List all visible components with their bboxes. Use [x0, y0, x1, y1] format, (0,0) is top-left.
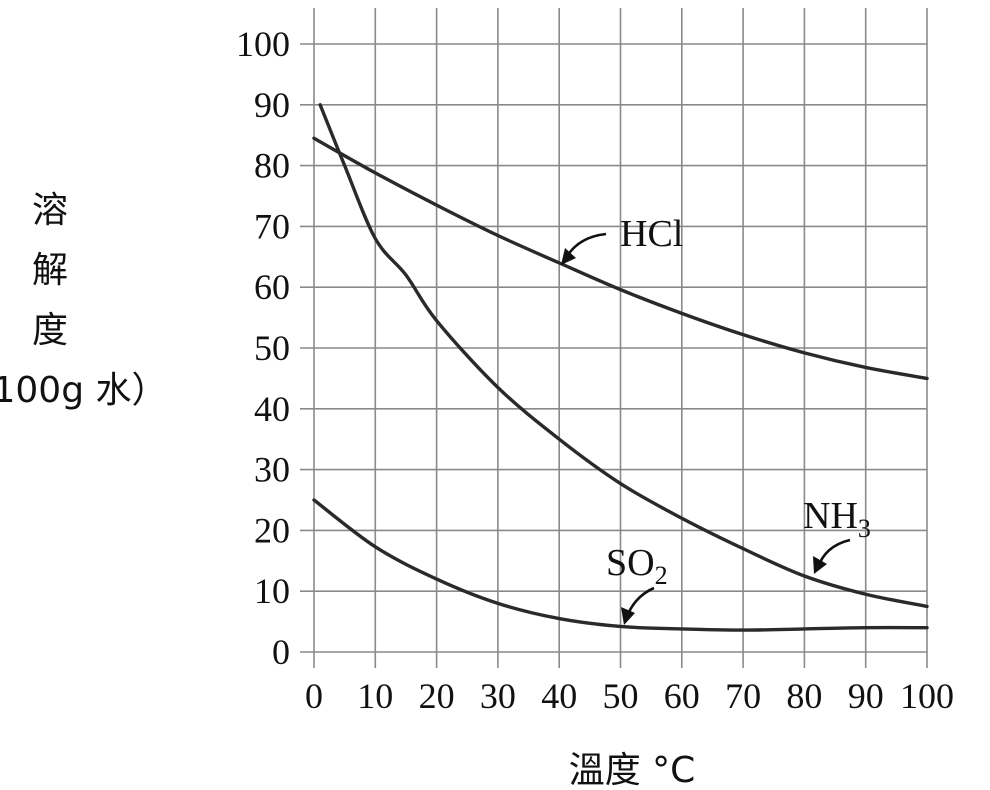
y-tick-label-30: 30: [254, 450, 290, 490]
y-tick-label-90: 90: [254, 85, 290, 125]
y-axis-unit: 100g 水）: [0, 370, 168, 411]
y-axis-title-char-1: 溶: [32, 190, 68, 231]
y-tick-label-80: 80: [254, 146, 290, 186]
series-label-so2: SO2: [606, 542, 668, 590]
series-line-nh3: [318, 103, 929, 609]
series-label-hcl: HCl: [620, 213, 683, 255]
x-tick-label-90: 90: [848, 676, 884, 716]
y-tick-label-0: 0: [272, 632, 290, 672]
nh3-arrowhead: [813, 556, 827, 574]
y-tick-label-20: 20: [254, 510, 290, 550]
x-tick-label-30: 30: [480, 676, 516, 716]
series-curves: [312, 103, 929, 632]
x-tick-label-20: 20: [419, 676, 455, 716]
y-axis-title: 溶 解 度 100g 水）: [0, 190, 168, 411]
so2-arrowhead: [621, 607, 635, 625]
x-tick-label-70: 70: [725, 676, 761, 716]
x-tick-label-60: 60: [664, 676, 700, 716]
tick-labels: 0 10 20 30 40 50 60 70 80 90 100 0 10 20 30 40 50 60 70 80 9…: [236, 24, 954, 716]
x-tick-label-100: 100: [900, 676, 954, 716]
hcl-arrowhead: [561, 248, 576, 265]
series-line-so2: [312, 498, 929, 632]
x-tick-label-10: 10: [357, 676, 393, 716]
x-tick-label-80: 80: [786, 676, 822, 716]
x-tick-label-0: 0: [305, 676, 323, 716]
y-tick-label-100: 100: [236, 24, 290, 64]
y-axis-title-char-2: 解: [32, 250, 68, 291]
y-tick-label-50: 50: [254, 328, 290, 368]
y-tick-label-40: 40: [254, 389, 290, 429]
y-tick-label-60: 60: [254, 267, 290, 307]
hcl-label-group: HCl: [561, 213, 683, 265]
x-axis-title: 溫度 °C: [569, 750, 696, 790]
y-axis-title-char-3: 度: [32, 310, 68, 351]
x-tick-label-40: 40: [541, 676, 577, 716]
x-tick-label-50: 50: [603, 676, 639, 716]
nh3-label-group: NH3: [803, 495, 871, 574]
y-tick-label-10: 10: [254, 571, 290, 611]
so2-label-group: SO2: [606, 542, 668, 625]
y-tick-label-70: 70: [254, 206, 290, 246]
series-line-hcl: [312, 136, 929, 381]
series-label-nh3: NH3: [803, 495, 871, 543]
